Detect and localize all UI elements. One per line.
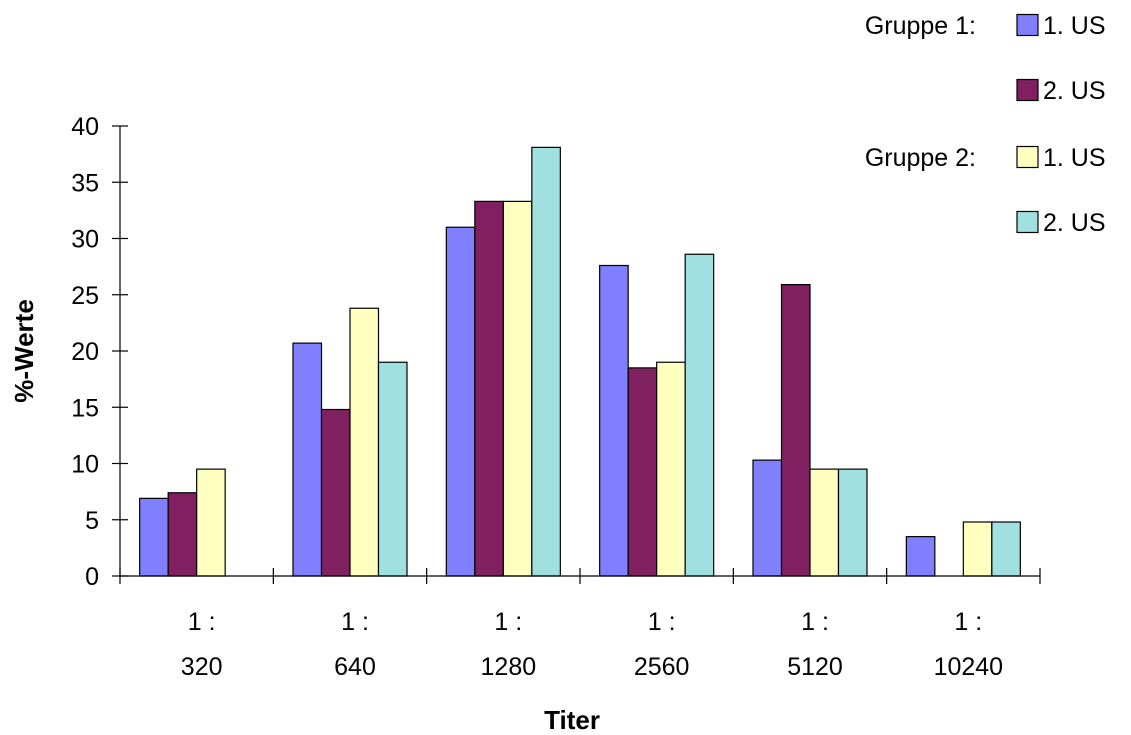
bar-series3-cat1 — [196, 468, 226, 577]
bar-series1-cat3 — [445, 226, 476, 577]
y-tick-label: 35 — [71, 169, 99, 197]
x-tick-label: 320 — [181, 653, 223, 681]
bar-series4-cat2 — [377, 361, 408, 577]
legend-label-4: 2. US — [1043, 209, 1106, 237]
axes-layer — [112, 125, 1041, 584]
y-tick-label: 10 — [71, 451, 99, 479]
y-tick-labels: 0 5 10 15 20 25 30 35 40 — [71, 113, 99, 591]
x-tick-label: 2560 — [634, 653, 690, 681]
y-tick-label: 15 — [71, 394, 99, 422]
y-axis-title: %-Werte — [9, 299, 39, 403]
bar-series3-cat4 — [656, 361, 686, 577]
y-tick-label: 20 — [71, 338, 99, 366]
x-tick-label: 1 : — [341, 608, 369, 636]
x-tick-label: 5120 — [787, 653, 843, 681]
x-tick-label: 1 : — [801, 608, 829, 636]
bar-series1-cat4 — [599, 264, 629, 577]
bar-series2-cat3 — [474, 200, 504, 577]
bar-series3-cat2 — [349, 307, 380, 577]
x-tick-label: 1 : — [648, 608, 676, 636]
bar-series4-cat6 — [991, 521, 1021, 577]
legend-label-3: 1. US — [1043, 144, 1106, 172]
legend-swatch-1 — [1016, 13, 1039, 37]
bar-series1-cat5 — [752, 459, 783, 577]
bar-series3-cat6 — [962, 521, 993, 577]
x-axis-title: Titer — [544, 705, 600, 735]
bar-series2-cat5 — [780, 284, 811, 577]
legend-swatch-3 — [1016, 145, 1039, 169]
x-tick-label: 10240 — [934, 653, 1004, 681]
bar-series3-cat5 — [809, 468, 840, 577]
legend-group-label-1: Gruppe 1: — [865, 12, 976, 40]
x-tick-label: 1 : — [494, 608, 522, 636]
bar-series3-cat3 — [502, 200, 533, 577]
y-tick-label: 40 — [71, 113, 99, 141]
y-tick-label: 0 — [85, 563, 99, 591]
bar-series2-cat4 — [627, 367, 658, 577]
bar-series1-cat1 — [139, 497, 169, 577]
x-tick-label: 1280 — [481, 653, 537, 681]
bar-series2-cat1 — [167, 492, 198, 577]
y-tick-label: 25 — [71, 282, 99, 310]
legend-swatch-4 — [1016, 210, 1039, 234]
bar-series1-cat2 — [292, 342, 323, 577]
bar-series4-cat5 — [837, 468, 868, 577]
legend-label-2: 2. US — [1043, 77, 1106, 105]
x-tick-labels: 1 : 320 1 : 640 1 : 1280 1 : 2560 1 : 5120 1 : 1024… — [181, 608, 1003, 681]
legend: 1. US 2. US 1. US 2. US Gruppe 1: Gruppe 2: — [865, 12, 1106, 237]
bars-layer — [139, 146, 1021, 577]
legend-label-1: 1. US — [1043, 12, 1106, 40]
bar-series4-cat3 — [531, 146, 561, 577]
bar-series4-cat4 — [684, 253, 715, 577]
y-tick-label: 5 — [85, 507, 99, 535]
y-tick-label: 30 — [71, 226, 99, 254]
legend-swatch-2 — [1016, 78, 1039, 102]
x-tick-label: 1 : — [954, 608, 982, 636]
x-tick-label: 640 — [334, 653, 376, 681]
bar-series2-cat2 — [320, 408, 351, 577]
legend-group-label-2: Gruppe 2: — [865, 144, 976, 172]
x-tick-label: 1 : — [188, 608, 216, 636]
bar-series1-cat6 — [905, 536, 936, 577]
